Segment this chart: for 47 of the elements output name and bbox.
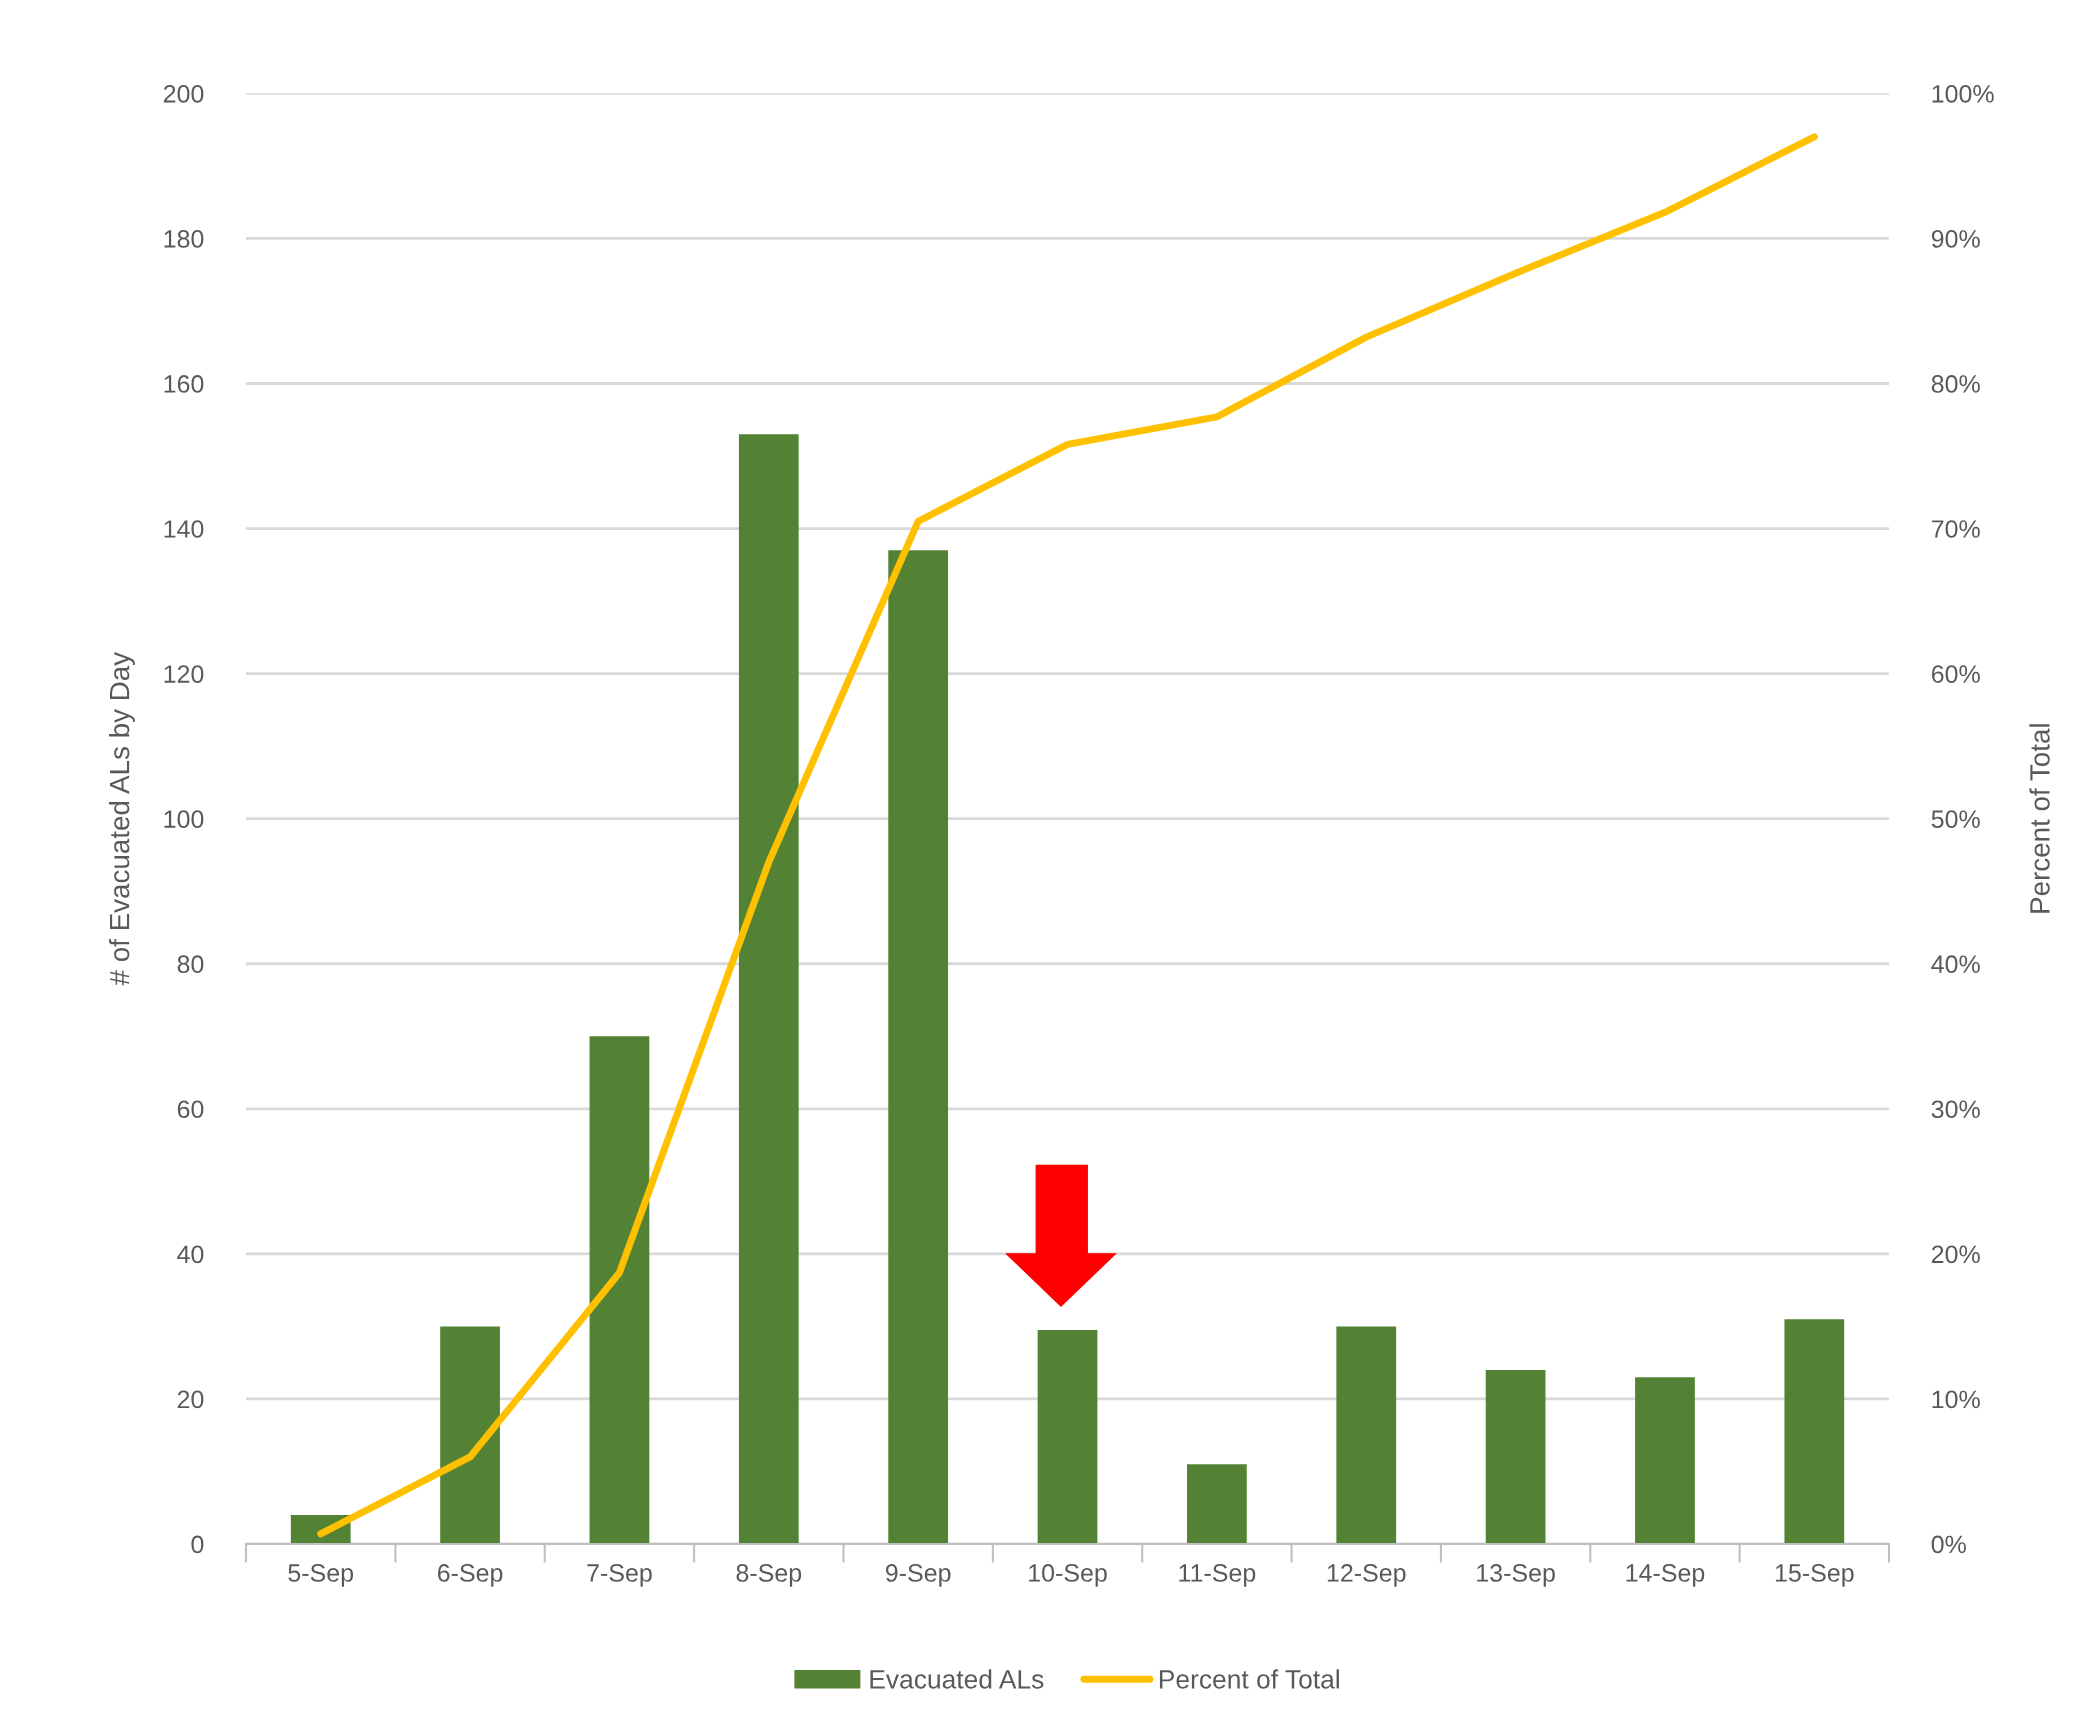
- y-tick-label: 40: [177, 1245, 204, 1264]
- y-tick-label: 180: [164, 230, 204, 248]
- x-tick-label: 7-Sep: [587, 1564, 652, 1587]
- x-tick-label: 9-Sep: [885, 1564, 951, 1587]
- legend-label: Evacuated ALs: [870, 1669, 1044, 1689]
- y-axis-title: # of Evacuated ALs by Day: [108, 651, 135, 986]
- y2-tick-label: 10%: [1932, 1390, 1980, 1409]
- x-tick-label: 13-Sep: [1477, 1564, 1555, 1587]
- x-tick-label: 12-Sep: [1327, 1564, 1406, 1587]
- x-tick-label: 10-Sep: [1029, 1564, 1107, 1587]
- bar: [1784, 1319, 1845, 1544]
- y2-tick-label: 40%: [1931, 955, 1980, 974]
- y2-tick-label: 50%: [1931, 810, 1980, 828]
- x-tick-label: 11-Sep: [1179, 1564, 1256, 1587]
- legend-label: Percent of Total: [1159, 1669, 1339, 1689]
- y2-tick-label: 100%: [1932, 84, 1994, 103]
- bar: [888, 550, 949, 1544]
- y2-axis-title: Percent of Total: [2029, 724, 2050, 913]
- y-tick-label: 120: [164, 665, 204, 683]
- x-tick-label: 8-Sep: [736, 1564, 802, 1587]
- bar: [1635, 1377, 1695, 1544]
- y-tick-label: 20: [177, 1390, 204, 1409]
- bar: [1037, 1330, 1098, 1544]
- bar: [1485, 1369, 1546, 1544]
- y-tick-label: 60: [177, 1100, 204, 1119]
- y-tick-label: 200: [163, 84, 204, 103]
- y-tick-label: 100: [164, 810, 204, 828]
- y2-tick-label: 20%: [1931, 1245, 1980, 1264]
- x-tick-label: 5-Sep: [288, 1564, 354, 1587]
- bar: [589, 1036, 650, 1544]
- bar: [1336, 1326, 1397, 1544]
- y2-tick-label: 70%: [1931, 520, 1980, 538]
- y2-tick-label: 80%: [1931, 375, 1980, 393]
- bar: [1187, 1464, 1247, 1544]
- y2-tick-label: 30%: [1931, 1100, 1980, 1119]
- bar: [440, 1326, 500, 1544]
- bar: [738, 434, 799, 1544]
- y-tick-label: 160: [164, 375, 204, 393]
- x-tick-label: 6-Sep: [437, 1564, 503, 1587]
- y-tick-label: 0: [191, 1535, 204, 1554]
- y2-tick-label: 0%: [1931, 1535, 1966, 1554]
- y-tick-label: 140: [164, 520, 204, 538]
- y2-tick-label: 60%: [1931, 665, 1980, 683]
- y2-tick-label: 90%: [1931, 230, 1980, 248]
- x-tick-label: 14-Sep: [1626, 1564, 1705, 1587]
- x-tick-label: 15-Sep: [1775, 1564, 1854, 1587]
- y-tick-label: 80: [177, 955, 204, 974]
